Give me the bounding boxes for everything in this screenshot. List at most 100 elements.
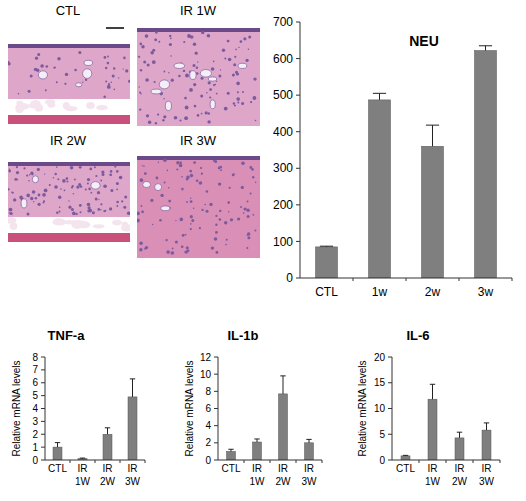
- nucleus: [103, 210, 105, 212]
- y-tick-label: 1: [32, 442, 38, 453]
- nucleus: [237, 101, 239, 103]
- nucleus: [141, 210, 144, 213]
- y-tick-label: 6: [205, 403, 211, 414]
- nucleus: [116, 188, 118, 190]
- error-bar: [484, 423, 489, 430]
- error-cap: [457, 432, 462, 433]
- label-line: 2W: [100, 476, 116, 487]
- nucleus: [234, 105, 236, 107]
- nucleus: [12, 192, 14, 194]
- y-tick: [214, 374, 218, 375]
- nucleus: [190, 35, 194, 39]
- follicle: [155, 184, 162, 191]
- x-tick: [500, 460, 501, 463]
- nucleus: [213, 61, 215, 63]
- image-bg: [8, 152, 130, 258]
- nucleus: [73, 193, 75, 195]
- nucleus: [163, 115, 166, 118]
- bar: [305, 443, 314, 460]
- x-tick: [459, 278, 460, 281]
- nucleus: [209, 96, 211, 98]
- nucleus: [146, 114, 149, 117]
- plot-area: [401, 384, 491, 460]
- error-cap: [80, 458, 85, 459]
- follicle: [165, 101, 171, 110]
- nucleus: [181, 188, 184, 191]
- nucleus: [18, 93, 20, 95]
- nucleus: [152, 49, 155, 52]
- nucleus: [29, 174, 31, 176]
- nucleus: [227, 201, 230, 204]
- nucleus: [49, 184, 51, 186]
- label-line: IR: [103, 463, 113, 474]
- nucleus: [114, 89, 116, 91]
- muscle: [8, 233, 130, 242]
- bar: [475, 51, 497, 279]
- y-tick: [388, 382, 392, 383]
- nucleus: [172, 248, 174, 250]
- x-tick-label: IR3W: [125, 463, 141, 487]
- y-tick-label: 0: [32, 455, 38, 466]
- follicle: [21, 199, 27, 208]
- nucleus: [79, 166, 82, 169]
- y-tick-label: 0: [205, 455, 211, 466]
- nucleus: [76, 186, 79, 189]
- nucleus: [158, 41, 160, 43]
- nucleus: [207, 34, 211, 38]
- nucleus: [155, 39, 157, 41]
- bar: [428, 399, 437, 460]
- error-bar: [373, 93, 386, 100]
- follicle: [151, 89, 161, 94]
- follicle: [38, 71, 47, 79]
- label-line: IR: [455, 463, 465, 474]
- nucleus: [71, 208, 74, 211]
- y-axis-label: Relative mRNA levels: [357, 360, 368, 456]
- label-line: IR: [428, 463, 438, 474]
- label-line: 3W: [125, 476, 141, 487]
- y-tick-label: 12: [200, 352, 212, 363]
- y-tick-label: 4: [205, 420, 211, 431]
- nucleus: [190, 200, 193, 203]
- nucleus: [109, 207, 112, 210]
- error-cap: [320, 246, 333, 247]
- label-line: IR: [304, 463, 314, 474]
- label-line: IR: [78, 463, 88, 474]
- fat: [93, 224, 105, 228]
- follicle: [174, 63, 185, 68]
- nucleus: [247, 215, 250, 218]
- nucleus: [211, 246, 214, 249]
- y-tick-label: 10: [200, 369, 212, 380]
- y-tick: [41, 357, 45, 358]
- dermis: [137, 156, 260, 258]
- y-tick: [41, 382, 45, 383]
- label-line: 2W: [452, 476, 468, 487]
- nucleus: [250, 166, 253, 169]
- nucleus: [206, 190, 209, 193]
- nucleus: [208, 112, 210, 114]
- label-line: 2w: [425, 285, 441, 299]
- nucleus: [119, 176, 123, 180]
- nucleus: [222, 49, 225, 52]
- panel-label: IR 1W: [180, 3, 217, 18]
- nucleus: [233, 102, 235, 104]
- y-tick: [388, 460, 392, 461]
- y-tick-label: 300: [273, 161, 293, 175]
- x-tick-label: IR1W: [425, 463, 441, 487]
- nucleus: [68, 206, 71, 209]
- fat: [16, 101, 23, 105]
- nucleus: [36, 69, 39, 72]
- y-tick: [296, 131, 300, 132]
- nucleus: [155, 31, 157, 33]
- y-tick: [388, 434, 392, 435]
- nucleus: [152, 224, 153, 225]
- nucleus: [246, 209, 249, 212]
- nucleus: [116, 182, 119, 185]
- nucleus: [193, 64, 196, 67]
- epidermis: [8, 44, 130, 48]
- error-cap: [280, 375, 285, 376]
- nucleus: [72, 185, 74, 187]
- y-tick: [214, 408, 218, 409]
- nucleus: [196, 180, 198, 182]
- y-tick-label: 200: [273, 198, 293, 212]
- bar: [53, 447, 62, 460]
